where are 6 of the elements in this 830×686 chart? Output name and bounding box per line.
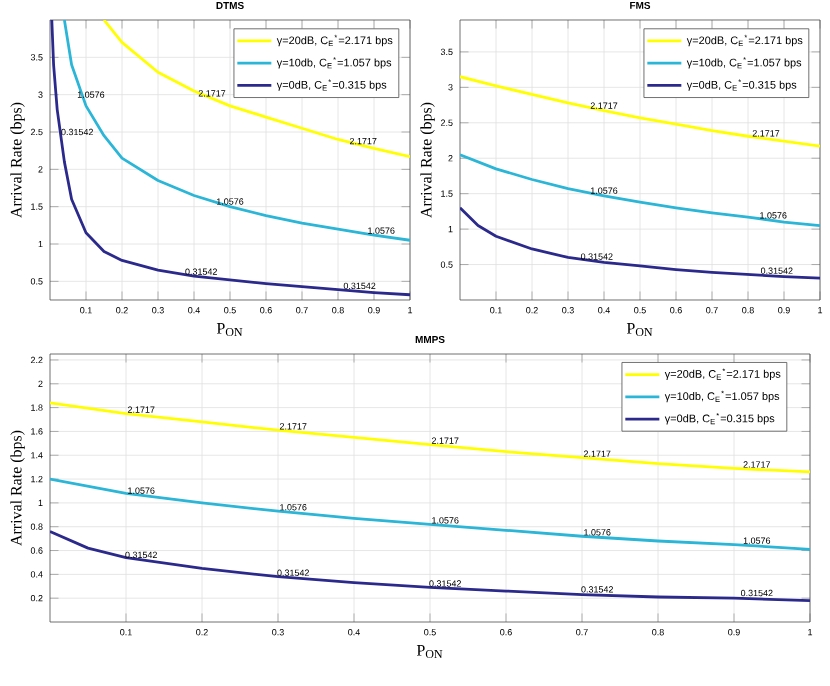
line-series <box>50 530 811 602</box>
line-series <box>63 20 411 242</box>
line-series <box>50 477 811 551</box>
line-series <box>460 153 821 227</box>
line-series <box>50 401 811 474</box>
line-series <box>102 20 411 159</box>
